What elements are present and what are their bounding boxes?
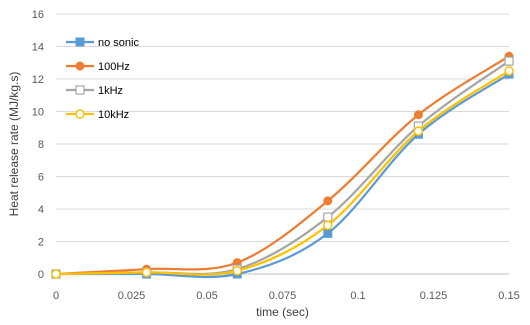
x-tick-label: 0.05 [196, 290, 217, 302]
data-point [323, 220, 333, 230]
legend-marker [75, 61, 85, 71]
series-line [55, 60, 510, 276]
x-tick-label: 0 [53, 290, 59, 302]
data-point [504, 66, 514, 76]
data-point [141, 267, 152, 278]
x-tick-label: 0.125 [420, 290, 448, 302]
y-axis: 0 2 4 6 8 10 12 14 16 [32, 9, 44, 281]
series-10khz [51, 66, 514, 279]
legend-item-10khz: 10kHz [66, 109, 129, 121]
y-tick-label: 14 [32, 42, 44, 54]
legend-marker [75, 37, 85, 47]
legend-label: 10kHz [98, 109, 129, 121]
legend-item-no-sonic: no sonic [66, 37, 139, 49]
data-point [51, 269, 61, 279]
legend-label: 100Hz [98, 61, 130, 73]
x-axis-title: time (sec) [256, 305, 309, 319]
y-tick-label: 2 [38, 237, 44, 249]
legend: no sonic 100Hz 1kHz 10kHz [66, 37, 139, 121]
legend-marker [75, 109, 85, 119]
series-line [55, 69, 510, 276]
data-point [323, 228, 333, 238]
data-point [323, 196, 333, 206]
y-tick-label: 0 [38, 269, 44, 281]
data-point [504, 56, 514, 66]
legend-marker [75, 85, 85, 95]
legend-label: no sonic [98, 37, 139, 49]
y-tick-label: 8 [38, 139, 44, 151]
gridlines [56, 13, 509, 275]
y-tick-label: 10 [32, 107, 44, 119]
data-point [232, 266, 242, 276]
y-axis-title: Heat release rate (MJ/kg.s) [7, 72, 21, 217]
x-tick-label: 0.025 [118, 290, 146, 302]
legend-label: 1kHz [98, 85, 123, 97]
legend-item-1khz: 1kHz [66, 85, 123, 97]
legend-item-100hz: 100Hz [66, 61, 130, 73]
series-no-sonic [51, 69, 514, 279]
y-tick-label: 12 [32, 74, 44, 86]
series-line [55, 73, 510, 279]
x-tick-label: 0.075 [269, 290, 297, 302]
data-point [323, 212, 333, 222]
data-point [413, 110, 423, 120]
data-point [413, 126, 424, 136]
y-tick-label: 16 [32, 9, 44, 21]
x-axis: 0 0.025 0.05 0.075 0.1 0.125 0.15 [53, 273, 520, 302]
y-tick-label: 4 [38, 204, 44, 216]
series-layer [51, 51, 514, 279]
y-tick-label: 6 [38, 172, 44, 184]
x-tick-label: 0.15 [498, 290, 519, 302]
x-tick-label: 0.1 [350, 290, 365, 302]
